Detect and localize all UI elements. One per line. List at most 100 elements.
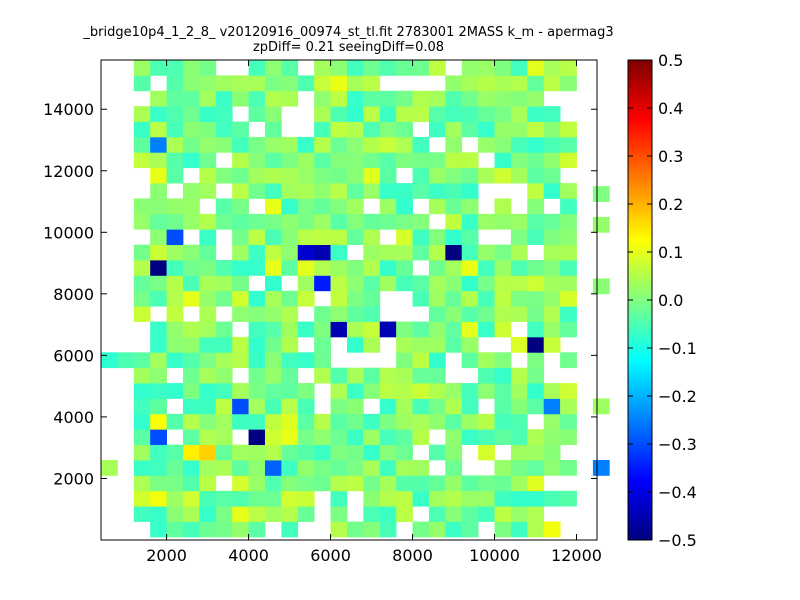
heatmap-cell (543, 213, 561, 230)
heatmap-cell (232, 398, 249, 415)
heatmap-cell (182, 460, 200, 476)
heatmap-cell (199, 244, 217, 261)
heatmap-cell (543, 75, 561, 92)
heatmap-cell (314, 244, 331, 261)
heatmap-cell (527, 198, 545, 215)
heatmap-cell (297, 136, 315, 153)
heatmap-cell (281, 183, 299, 199)
heatmap-cell (363, 275, 381, 292)
heatmap-cell (527, 275, 545, 292)
heatmap-cell (396, 183, 413, 199)
heatmap-cell (182, 183, 200, 199)
heatmap-cell (445, 275, 463, 292)
heatmap-cell (314, 183, 331, 199)
heatmap-cell (461, 152, 479, 169)
heatmap-cell (215, 90, 233, 107)
heatmap-cell (248, 460, 266, 476)
x-tick-label: 6000 (310, 546, 351, 565)
heatmap-cell (264, 475, 282, 492)
colorbar-tick-label: 0.0 (658, 291, 683, 310)
heatmap-cell (396, 60, 413, 76)
heatmap-cell (330, 167, 348, 184)
heatmap-cell (396, 136, 413, 153)
heatmap-cell (297, 429, 315, 446)
heatmap-cell (428, 244, 446, 261)
heatmap-cell (297, 475, 315, 492)
x-tick-label: 12000 (551, 546, 602, 565)
heatmap-cell (133, 352, 151, 369)
heatmap-cell (166, 106, 184, 122)
heatmap-cell (346, 306, 364, 322)
heatmap-cell (560, 60, 577, 76)
heatmap-cell (133, 136, 151, 153)
heatmap-cell (297, 198, 315, 215)
colorbar-tick-label: −0.5 (658, 531, 697, 550)
heatmap-cell (150, 352, 167, 369)
heatmap-cell (281, 444, 299, 461)
heatmap-cell (150, 167, 167, 184)
heatmap-cell (396, 383, 413, 399)
heatmap-cell (232, 490, 249, 507)
colorbar-tick-label: −0.3 (658, 435, 697, 454)
heatmap-cell (330, 152, 348, 169)
heatmap-cell (428, 383, 446, 399)
heatmap-cell (182, 475, 200, 492)
heatmap-cell (527, 429, 545, 446)
heatmap-cell (527, 306, 545, 322)
heatmap-cell (281, 321, 299, 338)
heatmap-cell (494, 506, 512, 522)
heatmap-cell (330, 90, 348, 107)
heatmap-cell (560, 244, 577, 261)
heatmap-cell (166, 60, 184, 76)
heatmap-cell (478, 275, 495, 292)
heatmap-cell (461, 244, 479, 261)
heatmap-cell (379, 490, 397, 507)
heatmap-cell (264, 106, 282, 122)
heatmap-cell (510, 444, 528, 461)
heatmap-cell (396, 444, 413, 461)
heatmap-cell (445, 136, 463, 153)
heatmap-cell (150, 460, 167, 476)
heatmap-cell (248, 106, 266, 122)
heatmap-cell (363, 383, 381, 399)
heatmap-cell (264, 321, 282, 338)
heatmap-cell (478, 136, 495, 153)
heatmap-cell (461, 475, 479, 492)
heatmap-cell (150, 260, 167, 276)
heatmap-cell (592, 460, 610, 476)
heatmap-cell (445, 444, 463, 461)
heatmap-cell (560, 183, 577, 199)
heatmap-cell (543, 183, 561, 199)
y-tick-label: 8000 (53, 285, 94, 304)
heatmap-cell (346, 275, 364, 292)
heatmap-cell (527, 90, 545, 107)
heatmap-cell (494, 275, 512, 292)
heatmap-cell (133, 290, 151, 307)
heatmap-cell (133, 490, 151, 507)
heatmap-cell (478, 352, 495, 369)
heatmap-cell (297, 275, 315, 292)
heatmap-cell (330, 413, 348, 430)
heatmap-cell (412, 460, 430, 476)
heatmap-cell (379, 213, 397, 230)
heatmap-cell (248, 75, 266, 92)
heatmap-cell (461, 521, 479, 538)
heatmap-cell (445, 121, 463, 138)
heatmap-cell (346, 75, 364, 92)
heatmap-cell (543, 60, 561, 76)
heatmap-cell (445, 398, 463, 415)
heatmap-cell (314, 152, 331, 169)
heatmap-cell (232, 90, 249, 107)
heatmap-cell (248, 321, 266, 338)
heatmap-cell (527, 213, 545, 230)
heatmap-cell (478, 413, 495, 430)
heatmap-cell (560, 490, 577, 507)
heatmap-cell (527, 136, 545, 153)
heatmap-cell (560, 306, 577, 322)
heatmap-cell (248, 290, 266, 307)
heatmap-cell (150, 321, 167, 338)
heatmap-cell (166, 90, 184, 107)
x-tick-label: 10000 (469, 546, 520, 565)
heatmap-cell (379, 244, 397, 261)
heatmap-cell (150, 198, 167, 215)
